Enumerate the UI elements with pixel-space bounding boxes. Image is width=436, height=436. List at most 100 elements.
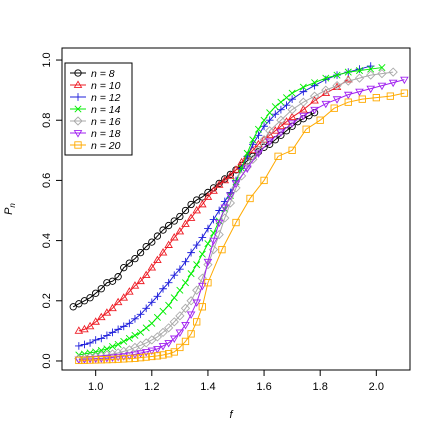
- data-point: [282, 94, 291, 102]
- data-point: [96, 312, 106, 321]
- data-point: [114, 340, 122, 348]
- data-point: [231, 180, 241, 188]
- data-point: [299, 87, 308, 96]
- data-point: [274, 152, 282, 160]
- data-point: [114, 273, 122, 281]
- data-point: [142, 353, 150, 361]
- data-point: [148, 319, 156, 327]
- legend-item: n = 16: [70, 116, 121, 128]
- data-point: [192, 285, 202, 295]
- data-point: [220, 204, 230, 213]
- data-point: [332, 80, 342, 91]
- y-tick-label: 0.0: [41, 353, 53, 368]
- data-point: [344, 68, 352, 76]
- legend-label: n = 18: [91, 128, 121, 140]
- data-point: [302, 125, 310, 133]
- data-point: [164, 340, 173, 348]
- data-point: [192, 205, 202, 214]
- data-point: [176, 343, 184, 352]
- data-point: [287, 105, 297, 115]
- legend-label: n = 10: [91, 80, 121, 92]
- data-point: [114, 325, 122, 334]
- data-point: [103, 355, 111, 364]
- data-point: [254, 131, 263, 140]
- data-point: [243, 149, 251, 157]
- data-point: [181, 257, 190, 266]
- legend-marker: [73, 130, 83, 138]
- data-point: [108, 277, 117, 285]
- data-point: [175, 311, 185, 321]
- data-point: [125, 259, 134, 267]
- y-axis-title-subscript: n: [8, 203, 17, 208]
- y-tick-label: 0.6: [41, 173, 53, 188]
- data-point: [125, 287, 134, 295]
- data-point: [158, 327, 168, 338]
- data-point: [249, 136, 257, 144]
- data-point: [103, 331, 111, 340]
- data-point: [248, 140, 257, 149]
- data-point: [204, 279, 212, 287]
- data-point: [204, 224, 212, 233]
- data-point: [176, 265, 184, 274]
- data-point: [299, 112, 308, 121]
- data-point: [159, 351, 167, 359]
- data-point: [97, 346, 105, 354]
- data-point: [299, 83, 307, 91]
- data-point: [316, 116, 324, 124]
- data-point: [108, 354, 117, 362]
- data-point: [400, 89, 409, 97]
- data-point: [204, 188, 212, 197]
- y-tick-label: 0.8: [41, 113, 53, 128]
- data-point: [181, 206, 190, 215]
- data-point: [310, 106, 319, 115]
- data-point: [153, 292, 162, 301]
- data-point: [186, 311, 196, 319]
- data-point: [265, 138, 274, 146]
- data-point: [80, 356, 89, 364]
- data-point: [120, 264, 128, 272]
- data-point: [221, 175, 229, 183]
- data-point: [193, 196, 201, 204]
- data-point: [125, 334, 133, 342]
- data-point: [276, 115, 286, 125]
- data-point: [242, 165, 252, 173]
- data-point: [153, 232, 162, 240]
- data-point: [108, 343, 117, 351]
- data-point: [92, 356, 100, 364]
- data-point: [114, 355, 122, 363]
- legend-label: n = 20: [91, 140, 121, 152]
- data-point: [91, 336, 100, 344]
- data-point: [119, 353, 129, 361]
- data-point: [343, 91, 353, 100]
- data-point: [136, 248, 145, 257]
- data-point: [131, 255, 139, 263]
- data-point: [321, 100, 331, 109]
- x-axis-title: f: [229, 409, 233, 421]
- data-point: [120, 355, 128, 363]
- data-point: [193, 261, 201, 269]
- data-point: [92, 289, 100, 297]
- legend-item: n = 12: [70, 92, 121, 104]
- data-point: [181, 322, 190, 330]
- legend-label: n = 14: [91, 104, 121, 116]
- data-point: [299, 105, 308, 113]
- data-point: [226, 170, 235, 179]
- data-point: [147, 263, 157, 271]
- data-point: [400, 76, 409, 85]
- data-point: [103, 345, 111, 353]
- data-point: [158, 343, 168, 351]
- data-point: [131, 331, 139, 339]
- data-point: [215, 179, 223, 188]
- data-point: [102, 355, 112, 363]
- data-point: [198, 233, 207, 242]
- data-point: [386, 92, 395, 100]
- legend-item: n = 14: [70, 104, 121, 116]
- data-point: [271, 110, 280, 119]
- legend-item: n = 18: [70, 128, 121, 140]
- data-point: [332, 96, 342, 104]
- data-point: [192, 241, 201, 249]
- data-point: [209, 215, 218, 224]
- data-point: [209, 237, 218, 246]
- data-point: [147, 347, 157, 356]
